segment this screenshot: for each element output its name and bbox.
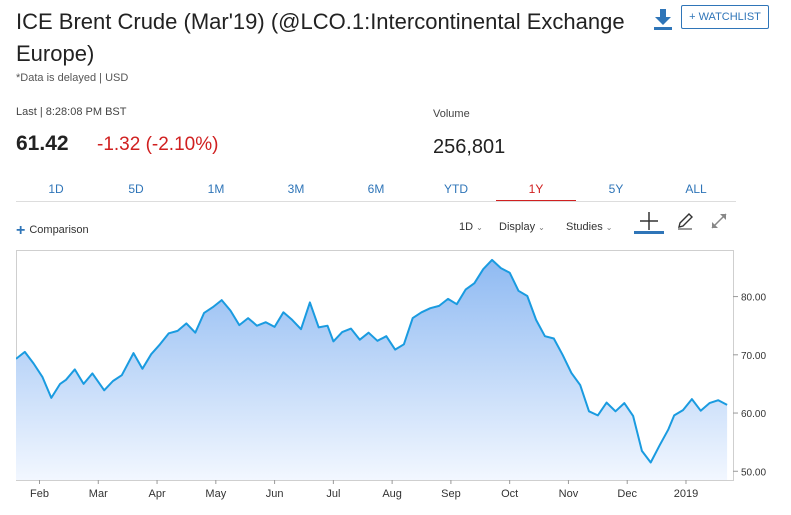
delayed-note: *Data is delayed | USD bbox=[16, 72, 129, 84]
last-price: 61.42 bbox=[16, 132, 69, 155]
tab-all[interactable]: ALL bbox=[685, 182, 707, 196]
tabs-divider bbox=[16, 201, 736, 202]
price-chart[interactable]: 50.00 60.00 70.00 80.00 Feb Mar Apr May Jun Jul A… bbox=[15, 250, 776, 515]
plus-icon: + bbox=[16, 222, 26, 239]
fullscreen-button[interactable] bbox=[704, 208, 734, 234]
tab-1y[interactable]: 1Y bbox=[496, 180, 576, 202]
interval-label: 1D bbox=[459, 221, 474, 233]
range-tabs: 1D 5D 1M 3M 6M YTD 1Y 5Y ALL bbox=[16, 180, 736, 202]
x-tick-label: Aug bbox=[382, 488, 402, 500]
chevron-down-icon: ⌄ bbox=[605, 223, 613, 232]
tab-1d[interactable]: 1D bbox=[48, 182, 64, 196]
tab-5y[interactable]: 5Y bbox=[608, 182, 624, 196]
price-chart-svg: 50.00 60.00 70.00 80.00 Feb Mar Apr May Jun Jul A… bbox=[15, 250, 766, 500]
tab-3m[interactable]: 3M bbox=[287, 182, 305, 196]
tab-1m[interactable]: 1M bbox=[207, 182, 225, 196]
price-change: -1.32 (-2.10%) bbox=[97, 134, 219, 155]
last-trade-label: Last | 8:28:08 PM BST bbox=[16, 106, 127, 118]
display-dropdown[interactable]: Display ⌄ bbox=[499, 221, 545, 233]
y-tick-label: 70.00 bbox=[741, 351, 766, 362]
interval-dropdown[interactable]: 1D ⌄ bbox=[459, 221, 483, 233]
x-tick-label: May bbox=[205, 488, 226, 500]
x-tick-label: Oct bbox=[501, 488, 518, 500]
volume-value: 256,801 bbox=[433, 136, 506, 158]
volume-label: Volume bbox=[433, 108, 470, 120]
y-tick-label: 50.00 bbox=[741, 467, 766, 478]
price-line bbox=[15, 258, 728, 464]
studies-dropdown[interactable]: Studies ⌄ bbox=[566, 221, 612, 233]
x-tick-label: Dec bbox=[617, 488, 637, 500]
price-area bbox=[16, 259, 728, 480]
tab-ytd[interactable]: YTD bbox=[444, 182, 468, 196]
x-tick-label: Feb bbox=[30, 488, 49, 500]
y-tick-label: 60.00 bbox=[741, 409, 766, 420]
comparison-button[interactable]: + Comparison bbox=[16, 220, 89, 239]
x-tick-label: Nov bbox=[559, 488, 579, 500]
x-tick-label: Sep bbox=[441, 488, 461, 500]
crosshair-tool-button[interactable] bbox=[634, 208, 664, 234]
tab-5d[interactable]: 5D bbox=[128, 182, 144, 196]
chevron-down-icon: ⌄ bbox=[476, 223, 483, 232]
pencil-icon bbox=[678, 213, 693, 230]
draw-tool-button[interactable] bbox=[670, 208, 700, 234]
x-tick-label: Jul bbox=[326, 488, 340, 500]
comparison-label: Comparison bbox=[29, 224, 89, 236]
download-icon[interactable] bbox=[652, 7, 674, 31]
x-tick-label: Apr bbox=[148, 488, 165, 500]
x-tick-label: Jun bbox=[266, 488, 284, 500]
x-tick-label: 2019 bbox=[674, 488, 698, 500]
x-tick-label: Mar bbox=[89, 488, 108, 500]
crosshair-icon bbox=[640, 212, 658, 230]
expand-icon bbox=[711, 213, 727, 229]
page-title: ICE Brent Crude (Mar'19) (@LCO.1:Interco… bbox=[16, 9, 625, 66]
tab-6m[interactable]: 6M bbox=[367, 182, 385, 196]
watchlist-button[interactable]: + WATCHLIST bbox=[681, 5, 769, 29]
chevron-down-icon: ⌄ bbox=[538, 223, 545, 232]
studies-label: Studies bbox=[566, 221, 603, 233]
display-label: Display bbox=[499, 221, 536, 233]
y-tick-label: 80.00 bbox=[741, 293, 766, 304]
